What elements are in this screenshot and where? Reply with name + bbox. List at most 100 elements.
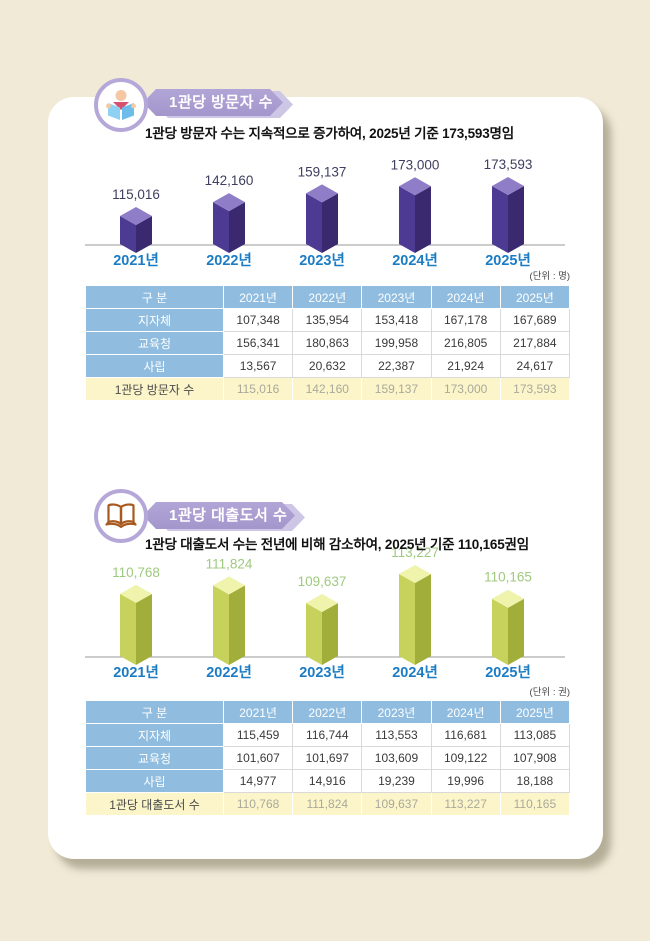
table-cell: 110,165 <box>499 792 571 816</box>
table-header-row: 구 분 2021년 2022년 2023년 2024년 2025년 <box>85 700 571 724</box>
bar-value-label: 111,824 <box>206 556 253 571</box>
table-cell: 217,884 <box>499 331 571 355</box>
bar-3d <box>399 177 431 253</box>
bar-value-label: 173,593 <box>484 157 533 172</box>
table-total-row: 1관당 방문자 수 115,016 142,160 159,137 173,000 173… <box>85 377 571 401</box>
table-cell: 21,924 <box>430 354 501 378</box>
table-cell: 115,016 <box>222 377 294 401</box>
table-cell: 142,160 <box>292 377 363 401</box>
loans-unit-label: (단위 : 권) <box>529 687 570 698</box>
visitors-subtitle: 1관당 방문자 수는 지속적으로 증가하여, 2025년 기준 173,593명… <box>145 126 514 141</box>
visitors-table: 구 분 2021년 2022년 2023년 2024년 2025년 지자체 107,348 13… <box>85 285 571 401</box>
table-total-row: 1관당 대출도서 수 110,768 111,824 109,637 113,227 11… <box>85 792 571 816</box>
bar-year-label: 2025년 <box>485 252 531 269</box>
bar-year-label: 2025년 <box>485 664 531 681</box>
bar-year-label: 2022년 <box>206 664 252 681</box>
column-header: 2021년 <box>222 285 294 309</box>
table-cell: 173,593 <box>499 377 571 401</box>
column-header: 2023년 <box>361 700 432 724</box>
bar-value-label: 173,000 <box>391 157 440 172</box>
row-label: 1관당 대출도서 수 <box>85 792 224 816</box>
table-cell: 109,122 <box>430 746 501 770</box>
table-header-row: 구 분 2021년 2022년 2023년 2024년 2025년 <box>85 285 571 309</box>
bar-value-label: 110,165 <box>484 570 532 585</box>
visitors-bar-chart: 115,016 2021년 142,160 2022년 159,137 2023년 173,… <box>85 157 565 269</box>
bar-value-label: 159,137 <box>298 164 347 179</box>
table-cell: 113,085 <box>499 723 571 747</box>
table-row: 지자체 115,459 116,744 113,553 116,681 113,085 <box>85 723 571 747</box>
table-cell: 135,954 <box>292 308 363 332</box>
table-cell: 24,617 <box>499 354 571 378</box>
column-header: 2023년 <box>361 285 432 309</box>
loans-icon-circle <box>94 489 148 543</box>
bar-year-label: 2024년 <box>392 252 438 269</box>
table-cell: 19,996 <box>430 769 501 793</box>
loans-bar-chart: 110,768 2021년 111,824 2022년 109,637 2023년 113,… <box>85 545 565 681</box>
bar-3d <box>306 184 338 253</box>
bar-3d <box>120 584 152 665</box>
table-cell: 153,418 <box>361 308 432 332</box>
bar-3d <box>213 193 245 253</box>
row-label: 지자체 <box>85 308 224 332</box>
row-label: 교육청 <box>85 746 224 770</box>
table-row: 교육청 156,341 180,863 199,958 216,805 217,884 <box>85 331 571 355</box>
table-row: 지자체 107,348 135,954 153,418 167,178 167,689 <box>85 308 571 332</box>
column-header: 2022년 <box>292 700 363 724</box>
row-label: 교육청 <box>85 331 224 355</box>
bar-value-label: 115,016 <box>112 187 160 202</box>
table-cell: 167,689 <box>499 308 571 332</box>
bar-value-label: 109,637 <box>298 574 347 589</box>
row-label: 사립 <box>85 354 224 378</box>
bar-year-label: 2023년 <box>299 664 345 681</box>
loans-table: 구 분 2021년 2022년 2023년 2024년 2025년 지자체 115,459 11… <box>85 700 571 816</box>
table-cell: 116,744 <box>292 723 363 747</box>
table-cell: 115,459 <box>222 723 294 747</box>
table-cell: 103,609 <box>361 746 432 770</box>
bar-year-label: 2022년 <box>206 252 252 269</box>
visitors-banner-title: 1관당 방문자 수 <box>143 89 283 116</box>
bar-3d <box>399 565 431 665</box>
row-label: 사립 <box>85 769 224 793</box>
table-cell: 216,805 <box>430 331 501 355</box>
bar-year-label: 2023년 <box>299 252 345 269</box>
bar-year-label: 2021년 <box>113 664 159 681</box>
visitors-unit-label: (단위 : 명) <box>529 271 570 282</box>
table-row: 사립 13,567 20,632 22,387 21,924 24,617 <box>85 354 571 378</box>
table-cell: 167,178 <box>430 308 501 332</box>
bar-value-label: 142,160 <box>205 173 254 188</box>
bar-3d <box>213 576 245 665</box>
bar-3d <box>120 207 152 253</box>
table-cell: 111,824 <box>292 792 363 816</box>
table-cell: 113,553 <box>361 723 432 747</box>
table-cell: 116,681 <box>430 723 501 747</box>
bar-year-label: 2024년 <box>392 664 438 681</box>
column-header: 2022년 <box>292 285 363 309</box>
column-header: 2021년 <box>222 700 294 724</box>
reading-person-icon <box>106 90 136 120</box>
table-cell: 107,908 <box>499 746 571 770</box>
table-cell: 173,000 <box>430 377 501 401</box>
bar-value-label: 110,768 <box>112 565 160 580</box>
table-cell: 180,863 <box>292 331 363 355</box>
table-cell: 156,341 <box>222 331 294 355</box>
table-cell: 14,916 <box>292 769 363 793</box>
table-cell: 107,348 <box>222 308 294 332</box>
row-label: 1관당 방문자 수 <box>85 377 224 401</box>
column-header: 2024년 <box>430 285 501 309</box>
table-cell: 159,137 <box>361 377 432 401</box>
table-cell: 110,768 <box>222 792 294 816</box>
bar-3d <box>492 177 524 253</box>
loans-subtitle: 1관당 대출도서 수는 전년에 비해 감소하여, 2025년 기준 110,16… <box>145 537 529 552</box>
table-cell: 109,637 <box>361 792 432 816</box>
column-header: 구 분 <box>85 285 224 309</box>
bar-3d <box>306 594 338 665</box>
table-cell: 101,697 <box>292 746 363 770</box>
bar-3d <box>492 589 524 665</box>
table-cell: 113,227 <box>430 792 501 816</box>
visitors-icon-circle <box>94 78 148 132</box>
table-row: 교육청 101,607 101,697 103,609 109,122 107,908 <box>85 746 571 770</box>
table-cell: 13,567 <box>222 354 294 378</box>
bar-value-label: 113,227 <box>391 545 439 560</box>
column-header: 2024년 <box>430 700 501 724</box>
